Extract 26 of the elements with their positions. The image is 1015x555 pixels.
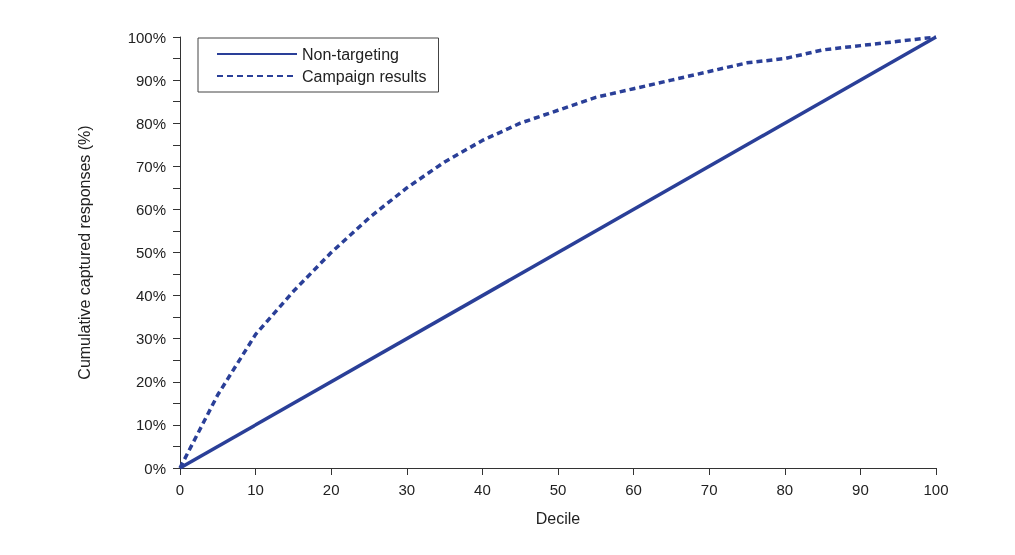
legend-label: Campaign results [302, 67, 427, 85]
y-axis-title: Cumulative captured responses (%) [75, 125, 93, 380]
x-tick-label: 20 [322, 481, 340, 498]
legend-label: Non-targeting [302, 45, 399, 63]
y-tick-label: 60% [135, 200, 166, 218]
y-tick-label: 30% [135, 330, 166, 348]
y-tick-label: 10% [135, 416, 166, 434]
x-tick-label: 10 [247, 481, 264, 498]
x-tick-label: 50 [549, 481, 567, 498]
y-tick-label: 50% [135, 244, 166, 261]
y-tick-label: 100% [127, 28, 166, 46]
y-tick-label: 0% [144, 459, 166, 477]
y-tick-label: 80% [135, 114, 166, 132]
x-axis-title: Decile [535, 509, 581, 527]
x-tick-label: 40 [474, 481, 491, 498]
x-tick-label: 90 [852, 481, 869, 498]
x-tick-label: 70 [700, 481, 718, 498]
x-tick-label: 0 [175, 481, 185, 498]
x-tick-label: 30 [398, 481, 416, 498]
x-tick-label: 60 [625, 481, 642, 498]
y-tick-label: 90% [135, 71, 166, 89]
x-tick-label: 80 [776, 481, 794, 498]
x-tick-label: 100 [923, 481, 949, 498]
y-tick-label: 20% [135, 373, 166, 391]
y-tick-label: 70% [135, 157, 166, 175]
y-tick-label: 40% [135, 287, 166, 305]
